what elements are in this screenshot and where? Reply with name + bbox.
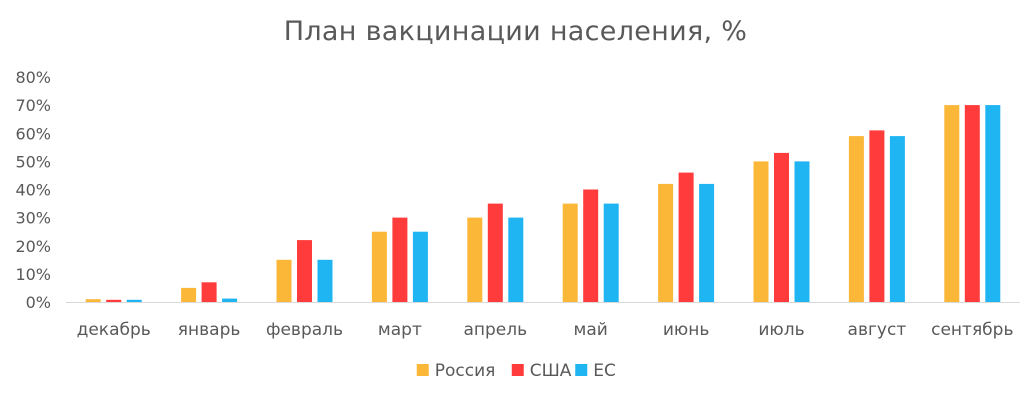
legend: Россия США ЕС — [416, 361, 616, 381]
x-tick-label: май — [574, 320, 608, 340]
bar-США-февраль — [297, 240, 312, 302]
bar-Россия-февраль — [276, 259, 292, 302]
x-tick-label: февраль — [266, 320, 343, 340]
bar-Россия-май — [562, 203, 578, 302]
bar-Россия-январь — [181, 287, 197, 302]
x-tick-label: январь — [178, 320, 241, 340]
bar-США-июль — [774, 152, 789, 302]
bar-ЕС-март — [412, 231, 428, 302]
bar-ЕС-август — [889, 136, 905, 302]
y-tick-label: 80% — [15, 68, 51, 87]
bar-Россия-август — [848, 136, 864, 302]
y-tick-label: 50% — [15, 152, 51, 171]
bar-США-март — [392, 217, 408, 302]
x-tick-label: апрель — [463, 320, 527, 340]
bar-ЕС-июнь — [699, 183, 715, 302]
legend-swatch-США — [511, 364, 524, 376]
bar-ЕС-апрель — [508, 217, 524, 302]
bar-США-июнь — [678, 172, 694, 302]
legend-label: ЕС — [593, 361, 616, 381]
y-tick-label: 10% — [15, 265, 51, 284]
y-tick-label: 0% — [26, 293, 51, 312]
bar-Россия-апрель — [467, 217, 483, 302]
y-tick-label: 30% — [15, 209, 51, 228]
bar-США-декабрь — [106, 299, 122, 303]
bar-Россия-июнь — [658, 183, 674, 302]
bar-ЕС-май — [603, 203, 619, 302]
y-tick-label: 60% — [15, 124, 51, 143]
x-tick-label: август — [848, 320, 907, 340]
x-tick-label: март — [378, 320, 422, 340]
x-tick-label: декабрь — [77, 320, 151, 340]
x-tick-label: июль — [758, 320, 804, 340]
y-tick-label: 20% — [15, 237, 51, 256]
bar-ЕС-январь — [222, 298, 238, 302]
y-axis: 0% 10% 20% 30% 40% 50% 60% 70% 80% — [15, 68, 51, 312]
x-tick-label: июнь — [663, 320, 710, 340]
y-tick-label: 70% — [15, 96, 51, 115]
bar-Россия-сентябрь — [944, 105, 960, 302]
bar-ЕС-сентябрь — [985, 105, 1001, 302]
bar-Россия-июль — [753, 161, 769, 302]
bar-Россия-март — [371, 231, 387, 302]
legend-swatch-ЕС — [575, 364, 588, 376]
bar-США-апрель — [487, 203, 503, 302]
bar-Россия-декабрь — [85, 299, 101, 302]
x-tick-label: сентябрь — [931, 320, 1013, 340]
bar-США-май — [583, 189, 599, 302]
y-tick-label: 40% — [15, 181, 51, 200]
legend-swatch-Россия — [416, 364, 429, 376]
bar-США-август — [869, 130, 885, 302]
bars — [85, 105, 1001, 303]
chart-title: План вакцинации населения, % — [283, 16, 748, 47]
bar-ЕС-февраль — [317, 259, 333, 302]
bar-ЕС-декабрь — [126, 299, 142, 303]
legend-label: США — [530, 361, 572, 381]
legend-label: Россия — [435, 361, 496, 381]
bar-США-сентябрь — [964, 105, 980, 302]
bar-ЕС-июль — [794, 161, 810, 302]
bar-США-январь — [201, 282, 217, 302]
x-axis: декабрь январь февраль март апрель май июнь июл… — [77, 320, 1014, 340]
